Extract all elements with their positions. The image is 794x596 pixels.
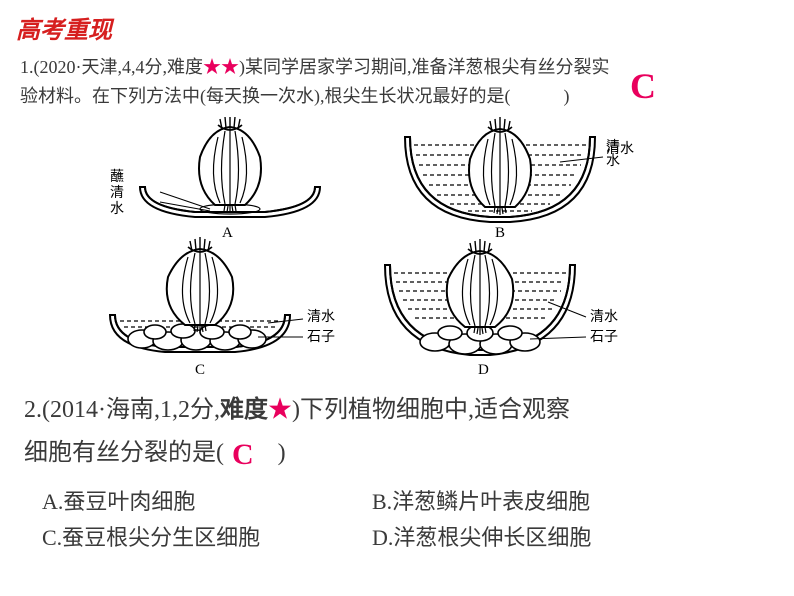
diagram-d — [385, 239, 586, 355]
q2-close: ) — [278, 440, 286, 466]
diagram-svg — [0, 117, 794, 387]
question-2: 2.(2014·海南,1,2分,难度★)下列植物细胞中,适合观察 细胞有丝分裂的… — [0, 387, 794, 480]
options: A.蚕豆叶肉细胞 B.洋葱鳞片叶表皮细胞 C.蚕豆根尖分生区细胞 D.洋葱根尖伸… — [0, 480, 794, 552]
label-d2: 石子 — [590, 330, 618, 346]
diagram-area: 蘸 清 水 清水 x 清水 清水 石子 清水 石子 A B C D — [0, 117, 794, 387]
letter-d: D — [478, 362, 489, 379]
section-header: 高考重现 — [0, 0, 794, 49]
q1-close: ) — [563, 86, 569, 106]
q1-prefix: 1.(2020·天津,4,4分,难度 — [20, 57, 203, 77]
label-c2: 石子 — [307, 330, 335, 346]
opt-c: C.蚕豆根尖分生区细胞 — [42, 520, 372, 552]
opt-d: D.洋葱根尖伸长区细胞 — [372, 520, 770, 552]
q2-diff: 难度 — [220, 397, 268, 423]
letter-c: C — [195, 362, 205, 379]
q1-stars: ★★ — [203, 57, 239, 77]
q2-body1: )下列植物细胞中,适合观察 — [292, 397, 570, 423]
diagram-b — [405, 117, 603, 222]
q2-star: ★ — [268, 397, 292, 423]
question-1: 1.(2020·天津,4,4分,难度★★)某同学居家学习期间,准备洋葱根尖有丝分… — [0, 49, 794, 111]
label-c1: 清水 — [307, 310, 335, 326]
q2-prefix: 2.(2014·海南,1,2分, — [24, 397, 220, 423]
q2-answer: C — [232, 430, 254, 480]
label-d1: 清水 — [590, 310, 618, 326]
opt-a: A.蚕豆叶肉细胞 — [42, 484, 372, 516]
letter-b: B — [495, 225, 505, 242]
label-a1: 蘸 清 水 — [110, 170, 124, 218]
q1-answer: C — [630, 65, 656, 107]
q2-body2: 细胞有丝分裂的是( — [24, 440, 224, 466]
opt-b: B.洋葱鳞片叶表皮细胞 — [372, 484, 770, 516]
q1-body2: 验材料。在下列方法中(每天换一次水),根尖生长状况最好的是( — [20, 86, 510, 106]
q1-body1: )某同学居家学习期间,准备洋葱根尖有丝分裂实 — [239, 57, 610, 77]
letter-a: A — [222, 225, 233, 242]
diagram-a — [140, 117, 320, 217]
diagram-c — [110, 237, 303, 352]
